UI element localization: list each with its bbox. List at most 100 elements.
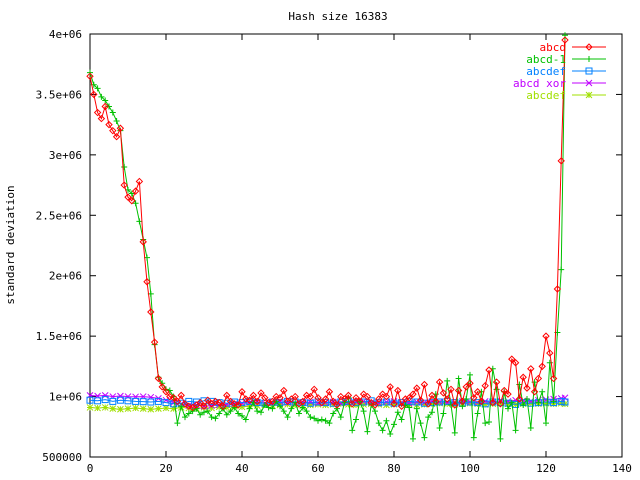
data-point xyxy=(181,400,189,408)
data-point xyxy=(353,416,359,423)
data-point xyxy=(170,405,177,413)
data-point xyxy=(340,395,349,403)
data-point xyxy=(481,381,489,390)
data-point xyxy=(182,414,188,421)
data-point xyxy=(101,392,109,399)
data-point xyxy=(139,405,147,413)
data-point xyxy=(489,400,497,408)
data-point xyxy=(215,403,223,411)
data-point xyxy=(242,416,249,423)
data-point xyxy=(311,415,318,422)
data-point xyxy=(451,401,459,409)
y-tick-label: 4e+06 xyxy=(49,28,82,41)
data-point xyxy=(448,402,454,409)
data-point xyxy=(391,421,397,428)
data-point xyxy=(413,384,421,392)
data-point xyxy=(117,405,124,413)
data-point xyxy=(116,124,125,132)
data-point xyxy=(178,403,185,410)
series-line xyxy=(89,39,566,408)
y-tick-label: 3e+06 xyxy=(49,149,82,162)
data-point xyxy=(349,427,356,434)
data-point xyxy=(166,392,174,401)
data-point xyxy=(185,402,193,410)
data-point xyxy=(314,394,322,402)
data-point xyxy=(451,399,459,407)
data-point xyxy=(310,385,318,394)
legend-label: abcd xor xyxy=(513,77,566,90)
series-line xyxy=(89,394,566,407)
data-point xyxy=(561,398,569,406)
data-point xyxy=(113,118,120,125)
legend-label: abcdef xyxy=(526,65,566,78)
data-point xyxy=(174,420,181,427)
data-point xyxy=(493,386,500,393)
data-point xyxy=(249,391,258,400)
data-point xyxy=(197,411,204,418)
data-point xyxy=(280,386,288,395)
data-point xyxy=(420,399,428,407)
data-point xyxy=(375,420,382,427)
data-point xyxy=(447,385,455,394)
data-point xyxy=(439,389,448,397)
data-point xyxy=(474,400,481,408)
data-point xyxy=(386,383,394,391)
data-point xyxy=(132,397,140,405)
data-point xyxy=(322,401,329,409)
y-tick-label: 3.5e+06 xyxy=(36,88,82,101)
data-point xyxy=(337,414,344,421)
data-point xyxy=(401,395,410,403)
data-point xyxy=(116,396,124,404)
data-point xyxy=(200,402,208,410)
data-point xyxy=(315,417,321,424)
data-point xyxy=(519,373,527,381)
data-point xyxy=(150,338,159,346)
data-point xyxy=(212,415,219,422)
data-point xyxy=(482,420,489,427)
data-point xyxy=(394,386,402,395)
data-point xyxy=(550,398,557,405)
series-layer xyxy=(86,32,569,442)
data-point xyxy=(94,397,102,405)
data-point xyxy=(527,424,534,431)
data-point xyxy=(223,391,231,400)
data-point xyxy=(527,365,535,373)
y-tick-label: 500000 xyxy=(42,451,82,464)
data-point xyxy=(162,388,170,396)
data-point xyxy=(120,181,128,189)
data-point xyxy=(436,399,443,407)
data-point xyxy=(424,400,432,408)
chart-title: Hash size 16383 xyxy=(288,10,387,23)
data-point xyxy=(280,408,287,415)
data-point xyxy=(94,404,101,412)
data-point xyxy=(413,405,420,412)
data-point xyxy=(557,399,565,407)
data-point xyxy=(269,405,276,412)
data-point xyxy=(288,405,295,412)
data-point xyxy=(109,109,116,116)
data-point xyxy=(291,392,299,401)
data-point xyxy=(235,410,242,417)
data-point xyxy=(489,398,497,407)
data-point xyxy=(443,395,451,403)
data-point xyxy=(360,398,368,406)
data-point xyxy=(534,374,543,383)
data-point xyxy=(173,397,182,406)
data-point xyxy=(299,397,307,406)
data-point xyxy=(524,395,530,402)
data-point xyxy=(284,414,291,421)
data-point xyxy=(440,410,447,417)
data-point xyxy=(363,392,372,401)
data-point xyxy=(211,397,220,406)
data-point xyxy=(508,399,515,406)
data-point xyxy=(93,108,102,117)
data-point xyxy=(390,401,398,408)
data-point xyxy=(128,190,135,197)
data-point xyxy=(486,418,492,425)
data-point xyxy=(106,103,112,110)
data-point xyxy=(473,388,482,396)
data-point xyxy=(155,405,162,413)
data-point xyxy=(360,408,367,415)
data-point xyxy=(360,401,367,408)
data-point xyxy=(318,398,326,407)
